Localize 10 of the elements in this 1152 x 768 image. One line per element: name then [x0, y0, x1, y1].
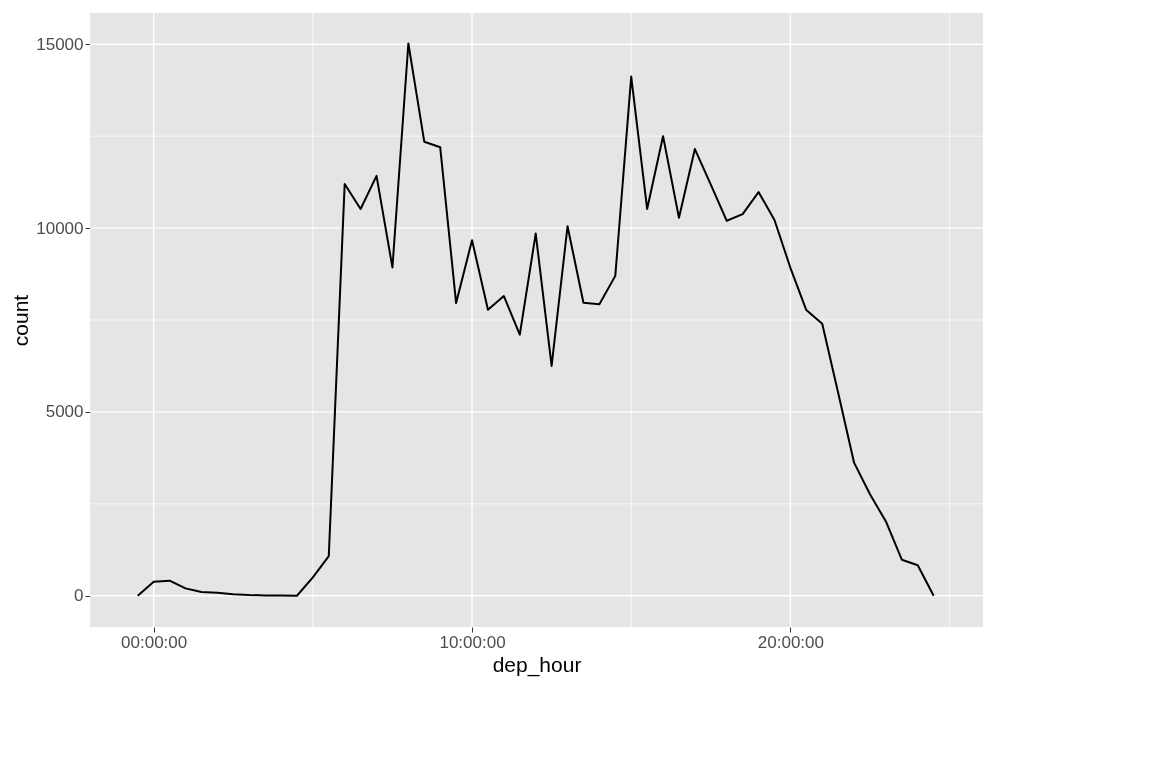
- x-tick-label: 20:00:00: [757, 632, 824, 652]
- y-axis-title: count: [9, 294, 33, 347]
- x-tick-label: 10:00:00: [439, 632, 506, 652]
- y-tick-label: 10000: [36, 218, 84, 238]
- x-tick-label: 00:00:00: [121, 632, 188, 652]
- y-tick-label: 0: [74, 586, 84, 606]
- x-axis-title: dep_hour: [492, 652, 582, 677]
- line-series: [136, 42, 935, 597]
- y-tick-label: 15000: [36, 34, 84, 54]
- y-tick-label: 5000: [45, 402, 84, 422]
